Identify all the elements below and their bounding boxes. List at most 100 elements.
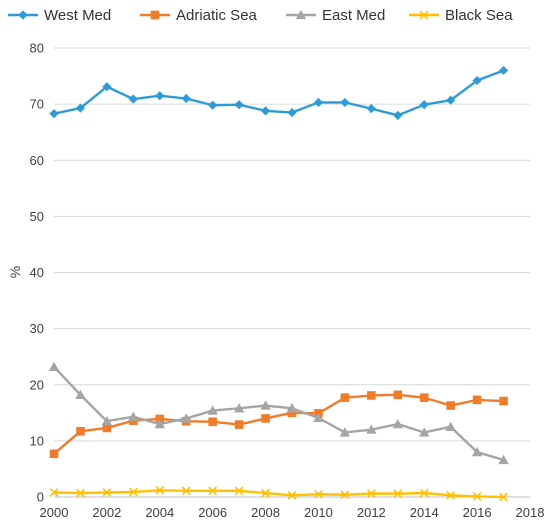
black-sea-point bbox=[393, 489, 403, 498]
black-sea-point bbox=[287, 490, 297, 500]
black-sea-point bbox=[155, 485, 165, 495]
west-med-point bbox=[234, 100, 244, 110]
x-marker-stroke bbox=[102, 488, 112, 497]
x-marker-stroke bbox=[393, 489, 403, 498]
legend-item-west-med: West Med bbox=[8, 7, 111, 24]
x-tick-label: 2006 bbox=[198, 505, 227, 520]
legend-black-sea-point bbox=[419, 10, 429, 20]
east-med-point bbox=[207, 405, 218, 415]
east-med-point bbox=[445, 421, 456, 432]
x-tick-label: 2016 bbox=[463, 505, 492, 520]
y-tick-label: 60 bbox=[30, 153, 44, 168]
west-med-point bbox=[155, 91, 165, 101]
x-marker-stroke bbox=[499, 492, 508, 502]
east-med-point bbox=[392, 418, 403, 429]
black-sea-point bbox=[76, 488, 85, 498]
west-med-point bbox=[260, 106, 271, 116]
east-med-point bbox=[419, 427, 430, 437]
x-marker-stroke bbox=[234, 486, 244, 496]
east-med-point bbox=[339, 427, 351, 437]
x-marker-stroke bbox=[366, 489, 376, 498]
series-black-sea bbox=[49, 485, 508, 502]
y-tick-label: 70 bbox=[30, 97, 44, 112]
series-east-med bbox=[48, 361, 509, 465]
series-west-med bbox=[49, 65, 509, 120]
adriatic-sea-point bbox=[393, 390, 403, 400]
y-tick-label: 40 bbox=[30, 265, 44, 280]
legend: West Med Adriatic Sea East Med Black Sea bbox=[8, 7, 513, 24]
black-sea-point bbox=[49, 488, 59, 497]
east-med-point bbox=[154, 418, 165, 429]
x-marker-stroke bbox=[128, 487, 138, 497]
west-med-point bbox=[287, 107, 297, 118]
west-med-point bbox=[366, 104, 376, 114]
x-tick-label: 2018 bbox=[516, 505, 545, 520]
gridlines bbox=[54, 47, 530, 498]
east-med-point bbox=[75, 389, 86, 400]
x-marker-stroke bbox=[208, 486, 218, 496]
legend-item-black-sea: Black Sea bbox=[409, 7, 513, 24]
adriatic-sea-point bbox=[419, 393, 429, 402]
legend-label: East Med bbox=[322, 7, 385, 24]
west-med-point bbox=[75, 103, 86, 113]
black-sea-point bbox=[419, 488, 429, 498]
west-med-point bbox=[128, 94, 138, 104]
x-marker-stroke bbox=[314, 489, 323, 499]
west-med-point bbox=[393, 110, 403, 120]
east-med-point bbox=[128, 411, 139, 421]
x-tick-label: 2008 bbox=[251, 505, 280, 520]
x-marker-stroke bbox=[419, 10, 429, 20]
adriatic-sea-point bbox=[472, 395, 482, 405]
x-marker-stroke bbox=[446, 490, 456, 500]
x-marker-stroke bbox=[287, 490, 297, 500]
y-tick-label: 30 bbox=[30, 321, 44, 336]
series-line-east-med bbox=[53, 365, 504, 462]
x-tick-label: 2014 bbox=[410, 505, 439, 520]
series-line-black-sea bbox=[53, 489, 504, 499]
legend-label: West Med bbox=[44, 7, 111, 24]
black-sea-point bbox=[446, 490, 456, 500]
legend-label: Black Sea bbox=[445, 7, 513, 24]
east-med-point bbox=[181, 413, 192, 423]
adriatic-sea-point bbox=[208, 417, 217, 427]
east-med-point bbox=[233, 403, 245, 413]
west-med-point bbox=[102, 82, 112, 92]
y-tick-label: 80 bbox=[30, 41, 44, 56]
legend-adriatic-sea-point bbox=[150, 10, 160, 20]
east-med-point bbox=[498, 454, 509, 465]
legend-east-med-point bbox=[295, 9, 307, 20]
x-marker-stroke bbox=[340, 490, 350, 500]
west-med-point bbox=[498, 65, 509, 76]
black-sea-point bbox=[366, 489, 376, 498]
black-sea-point bbox=[181, 486, 191, 496]
east-med-point bbox=[101, 416, 113, 426]
legend-label: Adriatic Sea bbox=[176, 7, 258, 24]
adriatic-sea-point bbox=[49, 449, 59, 459]
y-tick-label: 0 bbox=[37, 490, 44, 505]
y-tick-label: 20 bbox=[30, 377, 44, 392]
x-tick-label: 2012 bbox=[357, 505, 386, 520]
x-tick-label: 2004 bbox=[145, 505, 174, 520]
adriatic-sea-point bbox=[446, 401, 455, 410]
series-adriatic-sea bbox=[49, 390, 508, 459]
east-med-point bbox=[48, 361, 60, 371]
legend-west-med-point bbox=[18, 10, 28, 20]
y-axis-title: % bbox=[7, 266, 23, 278]
east-med-point bbox=[260, 400, 271, 410]
adriatic-sea-point bbox=[76, 427, 85, 436]
adriatic-sea-point bbox=[499, 396, 508, 406]
series-line-adriatic-sea bbox=[53, 393, 504, 455]
west-med-point bbox=[472, 75, 482, 86]
black-sea-point bbox=[234, 486, 244, 496]
black-sea-point bbox=[472, 492, 482, 501]
adriatic-sea-point bbox=[340, 393, 350, 402]
black-sea-point bbox=[208, 486, 218, 496]
black-sea-point bbox=[499, 492, 508, 502]
adriatic-sea-point bbox=[102, 423, 112, 433]
x-tick-label: 2010 bbox=[304, 505, 333, 520]
x-marker-stroke bbox=[155, 485, 165, 495]
west-med-point bbox=[181, 93, 191, 104]
east-med-point bbox=[286, 403, 298, 413]
